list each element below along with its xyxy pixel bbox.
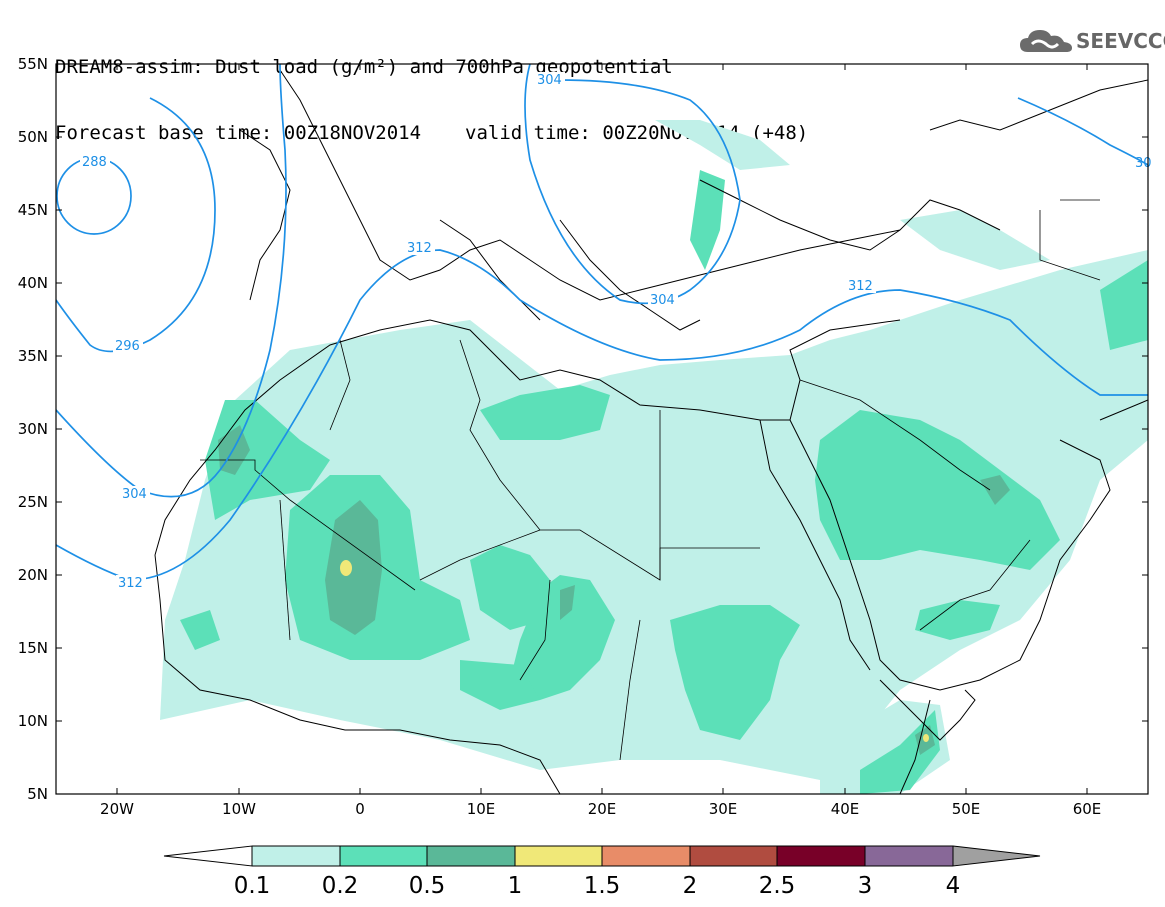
colorbar-segment: [865, 846, 953, 866]
contour-label: 304: [650, 293, 675, 308]
lon-label: 30E: [709, 800, 738, 818]
contour-label: 312: [407, 241, 432, 256]
colorbar-label: 4: [946, 873, 961, 899]
contour-label: 312: [118, 576, 143, 591]
colorbar-label: 1.5: [584, 873, 621, 899]
contour-label: 30: [1135, 156, 1152, 171]
coastlines: [154, 69, 1148, 794]
colorbar-segment: [340, 846, 427, 866]
colorbar-segment: [690, 846, 777, 866]
lon-label: 10W: [222, 800, 256, 818]
title-line-2: Forecast base time: 00Z18NOV2014 valid ti…: [55, 122, 808, 144]
colorbar-high-arrow: [952, 845, 1041, 867]
colorbar-segment: [427, 846, 515, 866]
colorbar: 0.1 0.2 0.5 1 1.5 2 3 4: [163, 845, 1041, 899]
lat-label: 40N: [18, 274, 48, 292]
logo-text: SEEVCCC: [1076, 29, 1165, 53]
lat-label: 15N: [18, 639, 48, 657]
colorbar-low-arrow: [163, 845, 253, 867]
contour-304-east: [1017, 97, 1148, 166]
contour-label: 288: [82, 155, 107, 170]
lat-label: 10N: [18, 712, 48, 730]
seevccc-logo: SEEVCCC: [1018, 26, 1165, 58]
dust-layer-medium: [180, 170, 1148, 794]
contour-304-central: [524, 64, 741, 305]
colorbar-label: 2.5: [759, 873, 796, 899]
contour-label: 304: [122, 487, 147, 502]
lat-label: 35N: [18, 347, 48, 365]
contour-label: 312: [848, 279, 873, 294]
lat-ticks: [56, 63, 1148, 795]
lat-label: 50N: [18, 128, 48, 146]
lon-label: 60E: [1073, 800, 1102, 818]
contour-296: [56, 97, 216, 353]
contour-label: 304: [537, 73, 562, 88]
forecast-base-time: Forecast base time: 00Z18NOV2014: [55, 122, 422, 144]
colorbar-label: 1: [508, 873, 523, 899]
colorbar-segment: [515, 846, 602, 866]
lat-labels: 55N 50N 45N 40N 35N 30N 25N 20N 15N 10N …: [18, 55, 48, 803]
colorbar-label: 0.5: [409, 873, 446, 899]
contour-labels: 288 296 304 304 312 312 312 304 30: [80, 72, 1152, 591]
lat-label: 25N: [18, 493, 48, 511]
contour-312: [56, 249, 1148, 581]
dust-shading: [160, 120, 1148, 794]
colorbar-label: 0.1: [234, 873, 271, 899]
lat-label: 5N: [27, 785, 48, 803]
lon-label: 50E: [952, 800, 981, 818]
title-line-1: DREAM8-assim: Dust load (g/m²) and 700hP…: [55, 56, 673, 78]
lon-labels: 20W 10W 0 10E 20E 30E 40E 50E 60E: [100, 800, 1101, 818]
lat-label: 20N: [18, 566, 48, 584]
lon-label: 20W: [100, 800, 134, 818]
contour-label: 296: [115, 339, 140, 354]
colorbar-segment: [777, 846, 865, 866]
lat-label: 45N: [18, 201, 48, 219]
lon-ticks: [116, 64, 1088, 794]
colorbar-segment: [602, 846, 690, 866]
map-title: DREAM8-assim: Dust load (g/m²) and 700hP…: [55, 12, 808, 166]
colorbar-label: 2: [683, 873, 698, 899]
lon-label: 10E: [467, 800, 496, 818]
cloud-icon: [1020, 30, 1072, 52]
country-borders: [200, 199, 1101, 761]
lon-label: 40E: [831, 800, 860, 818]
colorbar-label: 3: [858, 873, 873, 899]
lat-label: 55N: [18, 55, 48, 73]
colorbar-label: 0.2: [322, 873, 359, 899]
lat-label: 30N: [18, 420, 48, 438]
lon-label: 0: [355, 800, 365, 818]
lon-label: 20E: [588, 800, 617, 818]
dust-layer-yellow: [340, 560, 929, 742]
colorbar-segment: [252, 846, 340, 866]
